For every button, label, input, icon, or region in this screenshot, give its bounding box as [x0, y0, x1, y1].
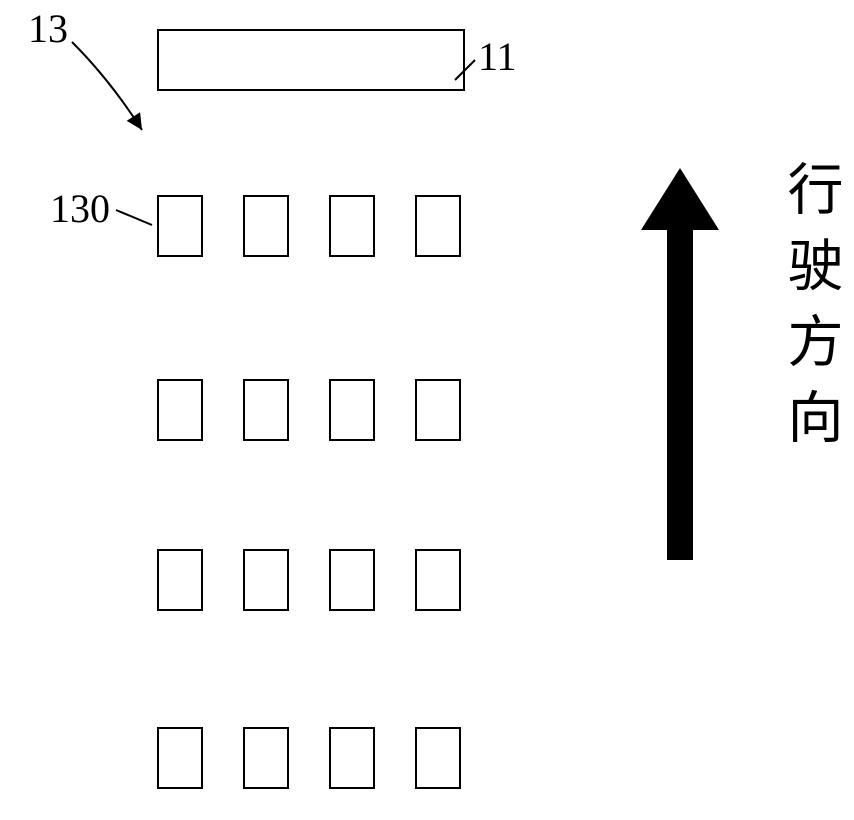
diagram-canvas: 13 130 11: [0, 0, 854, 820]
grid-cell-r0-c0: [158, 196, 202, 256]
grid-cell-r2-c2: [330, 550, 374, 610]
grid-cell-r1-c3: [416, 380, 460, 440]
grid-cell-r0-c2: [330, 196, 374, 256]
grid-cell-r0-c1: [244, 196, 288, 256]
label-130: 130: [50, 186, 110, 231]
grid-cell-r3-c0: [158, 728, 202, 788]
grid-cell-r1-c0: [158, 380, 202, 440]
grid-cell-r1-c2: [330, 380, 374, 440]
direction-arrow: [641, 168, 719, 560]
grid-cell-r2-c1: [244, 550, 288, 610]
block-11: [158, 30, 464, 90]
leader-13-arrowhead: [127, 112, 142, 130]
label-11: 11: [478, 34, 517, 79]
direction-label: 行驶方向: [770, 160, 851, 464]
leader-13: [72, 42, 142, 130]
grid-cell-r3-c2: [330, 728, 374, 788]
grid-cell-r2-c3: [416, 550, 460, 610]
label-13: 13: [28, 6, 68, 51]
grid-cell-r1-c1: [244, 380, 288, 440]
grid-cell-r2-c0: [158, 550, 202, 610]
grid-cell-r3-c1: [244, 728, 288, 788]
grid-cell-r0-c3: [416, 196, 460, 256]
leader-130: [116, 210, 152, 225]
grid-cell-r3-c3: [416, 728, 460, 788]
